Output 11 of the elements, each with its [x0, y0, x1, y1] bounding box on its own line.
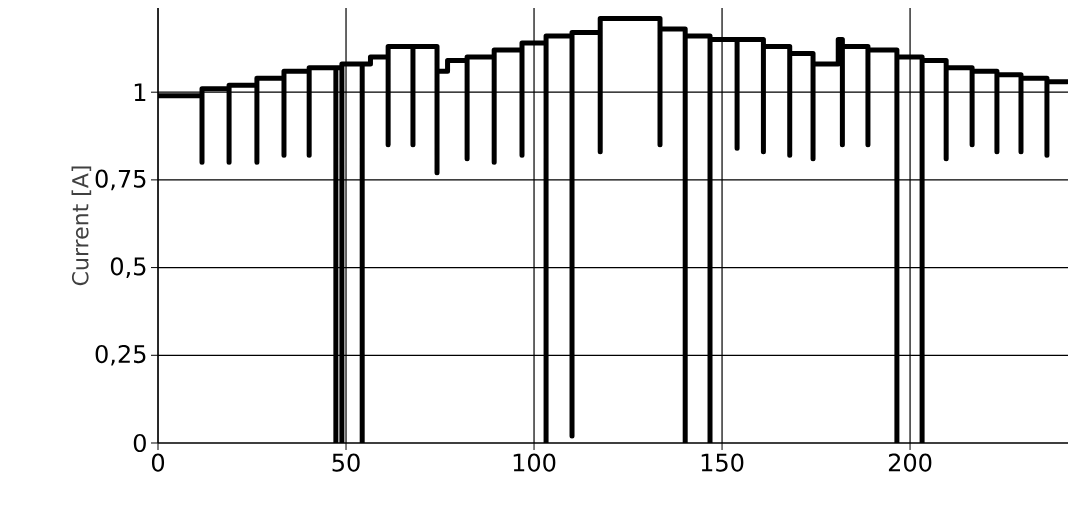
y-tick-label: 0,75 [95, 169, 146, 191]
y-tick-label: 0,25 [95, 344, 146, 366]
x-tick-label: 150 [701, 453, 744, 472]
x-tick-label: 0 [151, 453, 165, 472]
y-tick-label: 1 [134, 83, 146, 101]
x-tick-label: 50 [332, 453, 360, 472]
y-tick-label: 0 [133, 433, 146, 453]
x-tick-label: 200 [888, 453, 932, 472]
y-axis-title: Current [A] [71, 166, 92, 286]
y-tick-label: 0,5 [110, 257, 146, 278]
x-tick-label: 100 [513, 453, 556, 472]
